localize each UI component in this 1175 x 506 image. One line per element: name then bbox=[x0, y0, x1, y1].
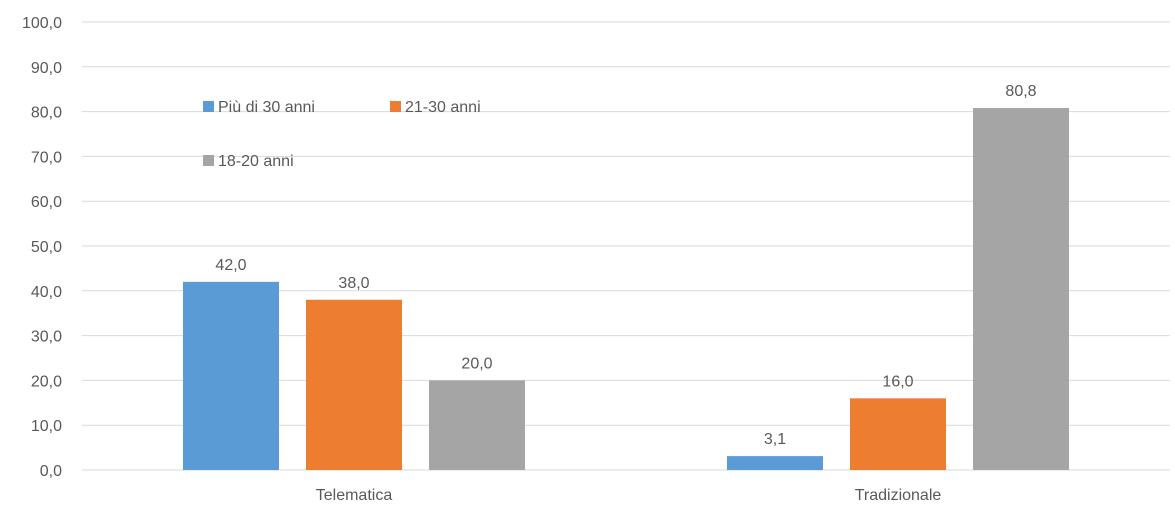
y-tick-label: 70,0 bbox=[31, 149, 62, 166]
y-tick-label: 100,0 bbox=[22, 15, 62, 32]
data-label: 20,0 bbox=[461, 355, 492, 372]
data-label: 16,0 bbox=[882, 373, 913, 390]
data-label: 80,8 bbox=[1005, 83, 1036, 100]
y-tick-label: 40,0 bbox=[31, 284, 62, 301]
bar-telematica-1 bbox=[306, 299, 402, 470]
legend-swatch bbox=[203, 101, 214, 112]
bar-tradizionale-1 bbox=[850, 398, 946, 470]
y-axis-tick-labels: 0,0 10,0 20,0 30,0 40,0 50,0 60,0 70,0 80,0 90,0 1… bbox=[22, 15, 62, 480]
bars bbox=[183, 108, 1069, 471]
category-label: Telematica bbox=[316, 487, 393, 504]
y-tick-label: 30,0 bbox=[31, 329, 62, 346]
data-label: 42,0 bbox=[215, 257, 246, 274]
bar-telematica-2 bbox=[429, 380, 525, 470]
y-tick-label: 50,0 bbox=[31, 239, 62, 256]
bar-tradizionale-2 bbox=[973, 108, 1069, 471]
data-label: 3,1 bbox=[764, 431, 786, 448]
legend-label: Più di 30 anni bbox=[218, 99, 315, 116]
y-tick-label: 0,0 bbox=[40, 463, 62, 480]
legend-swatch bbox=[390, 101, 401, 112]
data-label: 38,0 bbox=[338, 275, 369, 292]
x-axis-category-labels: Telematica Tradizionale bbox=[316, 487, 942, 504]
y-tick-label: 20,0 bbox=[31, 373, 62, 390]
y-tick-label: 10,0 bbox=[31, 418, 62, 435]
y-tick-label: 90,0 bbox=[31, 60, 62, 77]
legend: Più di 30 anni 21-30 anni 18-20 anni bbox=[203, 99, 481, 170]
y-tick-label: 80,0 bbox=[31, 105, 62, 122]
category-label: Tradizionale bbox=[855, 487, 942, 504]
bar-telematica-0 bbox=[183, 281, 279, 470]
y-tick-label: 60,0 bbox=[31, 194, 62, 211]
bar-tradizionale-0 bbox=[727, 456, 823, 470]
data-labels: 42,0 38,0 20,0 3,1 16,0 80,8 bbox=[215, 83, 1036, 448]
legend-label: 18-20 anni bbox=[218, 153, 294, 170]
legend-swatch bbox=[203, 155, 214, 166]
legend-label: 21-30 anni bbox=[405, 99, 481, 116]
